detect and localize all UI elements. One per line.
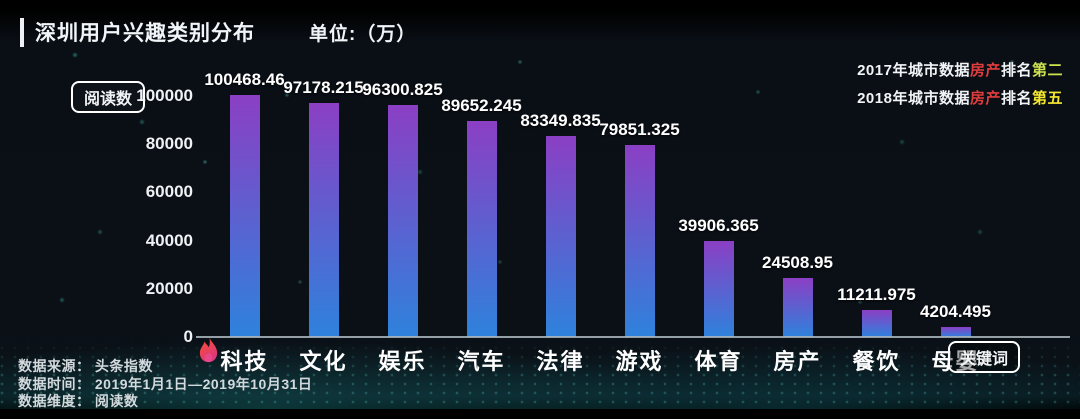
- bar-value-label: 96300.825: [362, 79, 443, 99]
- category-label-娱乐: 娱乐: [378, 349, 427, 374]
- bar-value-label: 24508.95: [762, 252, 833, 272]
- category-label-科技: 科技: [199, 337, 284, 376]
- bar-文化[interactable]: [308, 102, 339, 337]
- annotation-2018: 2018年城市数据房产排名第五: [857, 85, 1063, 113]
- bar-group: 4204.495: [916, 302, 995, 337]
- bar-游戏[interactable]: [624, 144, 655, 337]
- bar-value-label: 83349.835: [520, 111, 601, 131]
- title-accent-bar: [20, 17, 24, 47]
- annotation-highlight: 房产: [969, 90, 1001, 107]
- footer-source: 数据来源： 头条指数: [18, 358, 153, 374]
- category-label-游戏: 游戏: [615, 349, 664, 374]
- annotation-text: 排名: [1000, 62, 1032, 79]
- data-source-footer: 数据来源： 头条指数 数据时间： 2019年1月1日—2019年10月31日 数…: [18, 358, 312, 411]
- header: 深圳用户兴趣类别分布 单位:（万）: [20, 17, 416, 47]
- category-label-文化: 文化: [299, 349, 348, 374]
- bar-group: 39906.365: [678, 215, 759, 337]
- bar-母婴[interactable]: [940, 326, 971, 337]
- bar-法律[interactable]: [545, 136, 576, 337]
- y-tick-label: 40000: [145, 230, 193, 250]
- footer-time: 数据时间： 2019年1月1日—2019年10月31日: [18, 375, 313, 392]
- bar-chart: 100468.46 97178.215 96300.825 89652.245 8334…: [204, 57, 995, 337]
- annotation-text: 2018年城市数据: [857, 90, 970, 107]
- y-tick-label: 0: [183, 327, 193, 346]
- bar-餐饮[interactable]: [861, 309, 892, 337]
- bar-value-label: 79851.325: [599, 119, 680, 139]
- annotation-rank: 第五: [1031, 90, 1063, 107]
- bar-group: 24508.95: [758, 253, 837, 337]
- bar-group: 11211.975: [837, 285, 916, 337]
- annotation-highlight: 房产: [969, 62, 1001, 79]
- category-label-房产: 房产: [773, 349, 822, 374]
- bar-group: 97178.215: [283, 77, 364, 337]
- bar-体育[interactable]: [703, 240, 734, 337]
- bar-科技[interactable]: [229, 94, 260, 337]
- y-axis-label-box[interactable]: 阅读数: [71, 81, 146, 113]
- bar-汽车[interactable]: [466, 120, 497, 337]
- flame-icon: [199, 337, 218, 363]
- category-labels: 科技 文化 娱乐 汽车 法律 游戏 体育 房产 餐饮 母婴: [199, 337, 995, 376]
- y-tick-label: 20000: [145, 278, 193, 298]
- x-axis-line: [196, 336, 1070, 338]
- annotation-rank: 第二: [1031, 62, 1063, 79]
- y-tick-label: 80000: [145, 134, 193, 154]
- bar-group: 100468.46: [204, 69, 285, 337]
- bar-value-label: 11211.975: [837, 284, 916, 304]
- bar-group: 89652.245: [441, 95, 522, 337]
- category-label-法律: 法律: [536, 349, 585, 374]
- bar-value-label: 39906.365: [678, 215, 759, 235]
- rank-annotations: 2017年城市数据房产排名第二 2018年城市数据房产排名第五: [857, 57, 1063, 113]
- bar-value-label: 97178.215: [283, 77, 364, 97]
- bar-group: 83349.835: [520, 111, 601, 337]
- bar-value-label: 100468.46: [204, 69, 285, 89]
- annotation-text: 2017年城市数据: [857, 62, 970, 79]
- bar-group: 79851.325: [599, 119, 680, 337]
- bar-group: 96300.825: [362, 79, 443, 337]
- annotation-text: 排名: [1000, 90, 1032, 107]
- x-axis-label-box[interactable]: 关键词: [948, 341, 1021, 373]
- footer-dimension: 数据维度： 阅读数: [18, 393, 139, 409]
- page-title: 深圳用户兴趣类别分布: [35, 22, 255, 45]
- bar-value-label: 89652.245: [441, 95, 522, 115]
- category-label-体育: 体育: [694, 349, 743, 374]
- bar-房产[interactable]: [782, 277, 813, 337]
- bar-value-label: 4204.495: [920, 301, 991, 321]
- bar-娱乐[interactable]: [387, 104, 418, 337]
- category-label-餐饮: 餐饮: [852, 349, 901, 374]
- unit-label: 单位:（万）: [309, 23, 417, 45]
- annotation-2017: 2017年城市数据房产排名第二: [857, 57, 1063, 85]
- y-tick-label: 60000: [145, 182, 193, 202]
- category-label-汽车: 汽车: [457, 349, 506, 374]
